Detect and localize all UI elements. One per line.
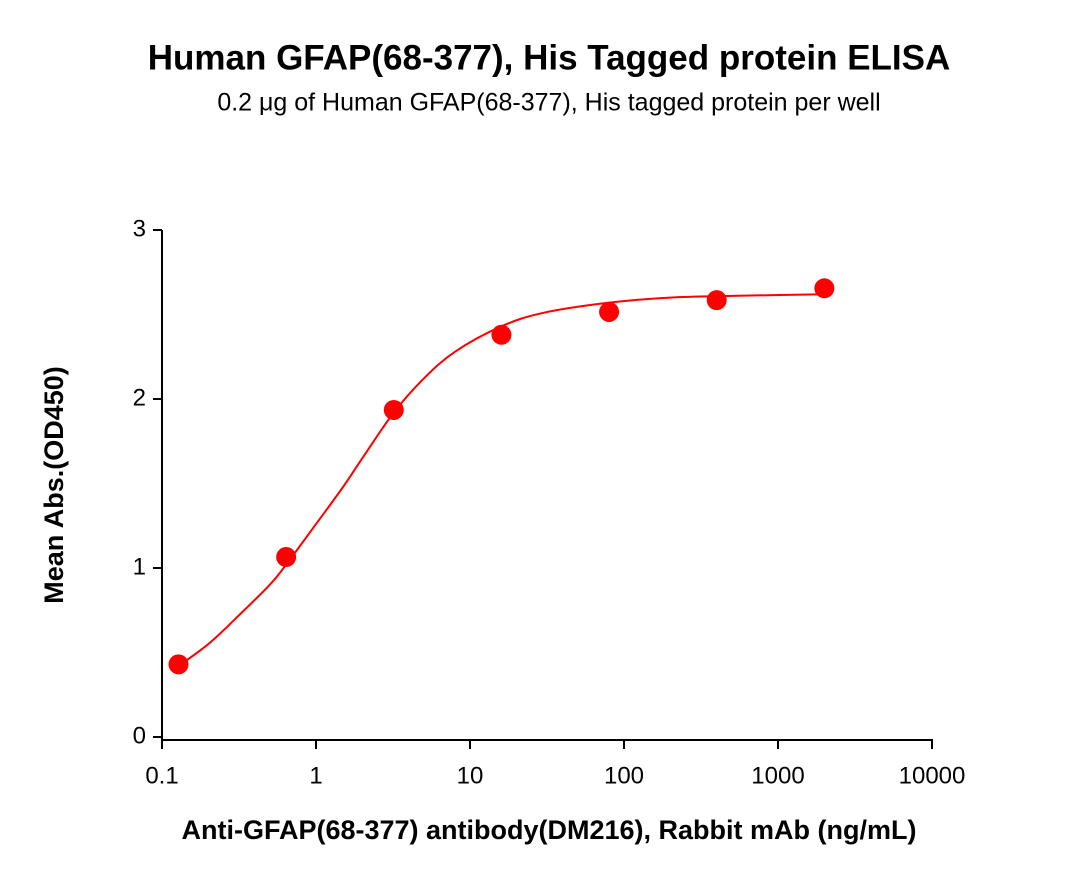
y-tick-label: 3 — [133, 215, 146, 242]
data-point — [599, 301, 620, 322]
chart-subtitle: 0.2 μg of Human GFAP(68-377), His tagged… — [217, 89, 880, 117]
y-tick-label: 0 — [133, 722, 146, 749]
x-axis-label: Anti-GFAP(68-377) antibody(DM216), Rabbi… — [181, 815, 916, 845]
data-point — [814, 278, 835, 299]
x-tick-label: 10000 — [899, 762, 966, 789]
data-point — [168, 654, 189, 675]
x-tick-label: 0.1 — [145, 762, 178, 789]
data-point — [383, 399, 404, 420]
y-tick-label: 2 — [133, 384, 146, 411]
data-point — [276, 547, 297, 568]
fit-curve — [177, 293, 825, 667]
y-tick-label: 1 — [133, 553, 146, 580]
y-axis-label: Mean Abs.(OD450) — [39, 366, 69, 604]
x-tick-label: 10 — [457, 762, 484, 789]
x-tick-label: 1 — [309, 762, 322, 789]
chart-title: Human GFAP(68-377), His Tagged protein E… — [148, 38, 951, 77]
data-point — [706, 290, 727, 311]
data-point — [491, 324, 512, 345]
x-tick-label: 100 — [604, 762, 644, 789]
x-tick-label: 1000 — [751, 762, 804, 789]
